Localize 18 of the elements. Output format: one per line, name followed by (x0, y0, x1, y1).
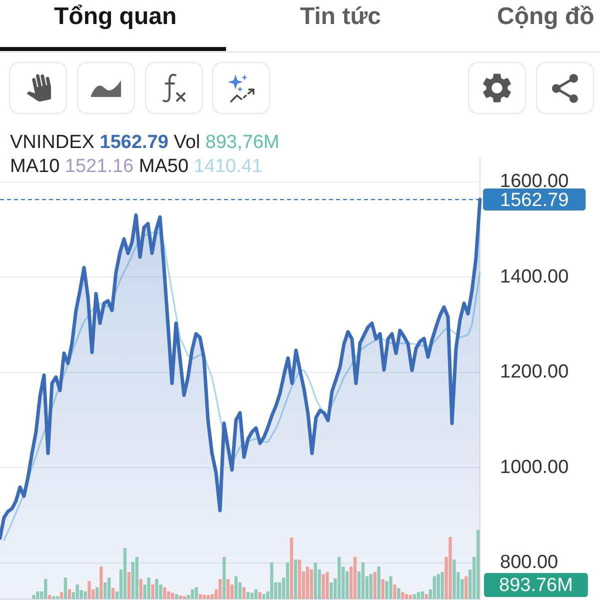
y-tick-label: 1400.00 (500, 266, 569, 288)
annotation: MA10 (10, 156, 60, 177)
text: 893.76M (498, 575, 573, 596)
text: VNINDEX (10, 132, 94, 153)
annotation: 1521.16 (64, 156, 134, 177)
text: 1562.79 (100, 132, 168, 153)
y-tick-label: 1600.00 (500, 171, 569, 192)
ref-line-label: 1562.79 (500, 190, 569, 211)
text: 893,76M (205, 132, 280, 153)
y-tick-label: 1200.00 (500, 362, 569, 383)
text: Tin tức (300, 2, 381, 32)
text: Vol (174, 132, 200, 153)
annotation: 1410.41 (194, 156, 262, 177)
annotation: MA50 (138, 156, 189, 177)
y-tick-label: 1000.00 (500, 456, 569, 478)
y-tick-label: 800.00 (500, 552, 558, 574)
text: Cộng đồ (497, 2, 594, 32)
text: Tổng quan (54, 2, 177, 32)
